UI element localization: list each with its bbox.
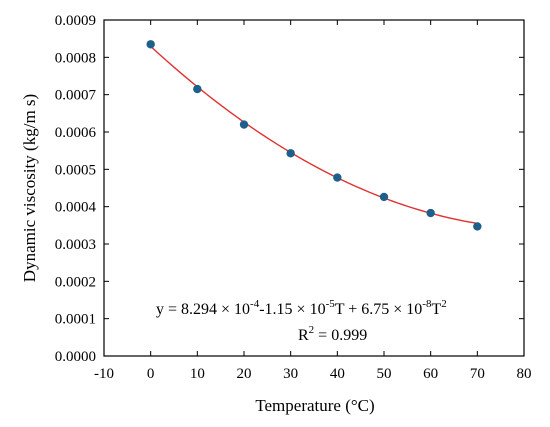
y-tick-label: 0.0001 bbox=[55, 312, 96, 328]
data-point bbox=[333, 173, 342, 182]
x-tick-label: 60 bbox=[423, 366, 438, 382]
y-tick-label: 0.0009 bbox=[55, 13, 96, 29]
x-tick-label: 10 bbox=[190, 366, 205, 382]
axes bbox=[103, 19, 525, 357]
ticks: -10 0 10 20 30 40 50 60 70 80 0.0000 0.0001 0.0002 0.… bbox=[55, 13, 532, 382]
x-axis-title: Temperature (°C) bbox=[255, 396, 374, 415]
y-tick-label: 0.0002 bbox=[55, 274, 96, 290]
data-point bbox=[379, 192, 389, 202]
r-squared: R2 = 0.999 bbox=[298, 324, 367, 344]
x-tick-label: 70 bbox=[470, 366, 485, 382]
x-tick-label: -10 bbox=[94, 366, 114, 382]
x-tick-label: 20 bbox=[237, 366, 252, 382]
fit-curve bbox=[150, 45, 478, 225]
y-tick-label: 0.0005 bbox=[55, 162, 96, 178]
data-point bbox=[473, 222, 482, 231]
x-tick-label: 40 bbox=[330, 366, 345, 382]
data-point bbox=[239, 120, 249, 129]
x-tick-label: 30 bbox=[283, 366, 298, 382]
x-tick-label: 0 bbox=[147, 366, 155, 382]
y-tick-label: 0.0007 bbox=[55, 88, 97, 104]
data-point bbox=[146, 40, 155, 49]
data-point bbox=[286, 149, 295, 158]
data-points bbox=[146, 40, 482, 231]
x-tick-label: 80 bbox=[517, 366, 532, 382]
y-tick-label: 0.0000 bbox=[55, 349, 96, 365]
y-tick-label: 0.0006 bbox=[55, 125, 97, 141]
y-tick-label: 0.0008 bbox=[55, 50, 96, 66]
data-point bbox=[193, 84, 202, 94]
fit-equation: y = 8.294 × 10-4-1.15 × 10-5T + 6.75 × 1… bbox=[156, 298, 447, 318]
y-axis-title: Dynamic viscosity (kg/m s) bbox=[20, 94, 39, 282]
x-tick-label: 50 bbox=[377, 366, 392, 382]
y-tick-label: 0.0003 bbox=[55, 237, 96, 253]
data-point bbox=[426, 208, 435, 218]
plot-frame bbox=[103, 19, 525, 357]
y-tick-label: 0.0004 bbox=[55, 200, 97, 216]
